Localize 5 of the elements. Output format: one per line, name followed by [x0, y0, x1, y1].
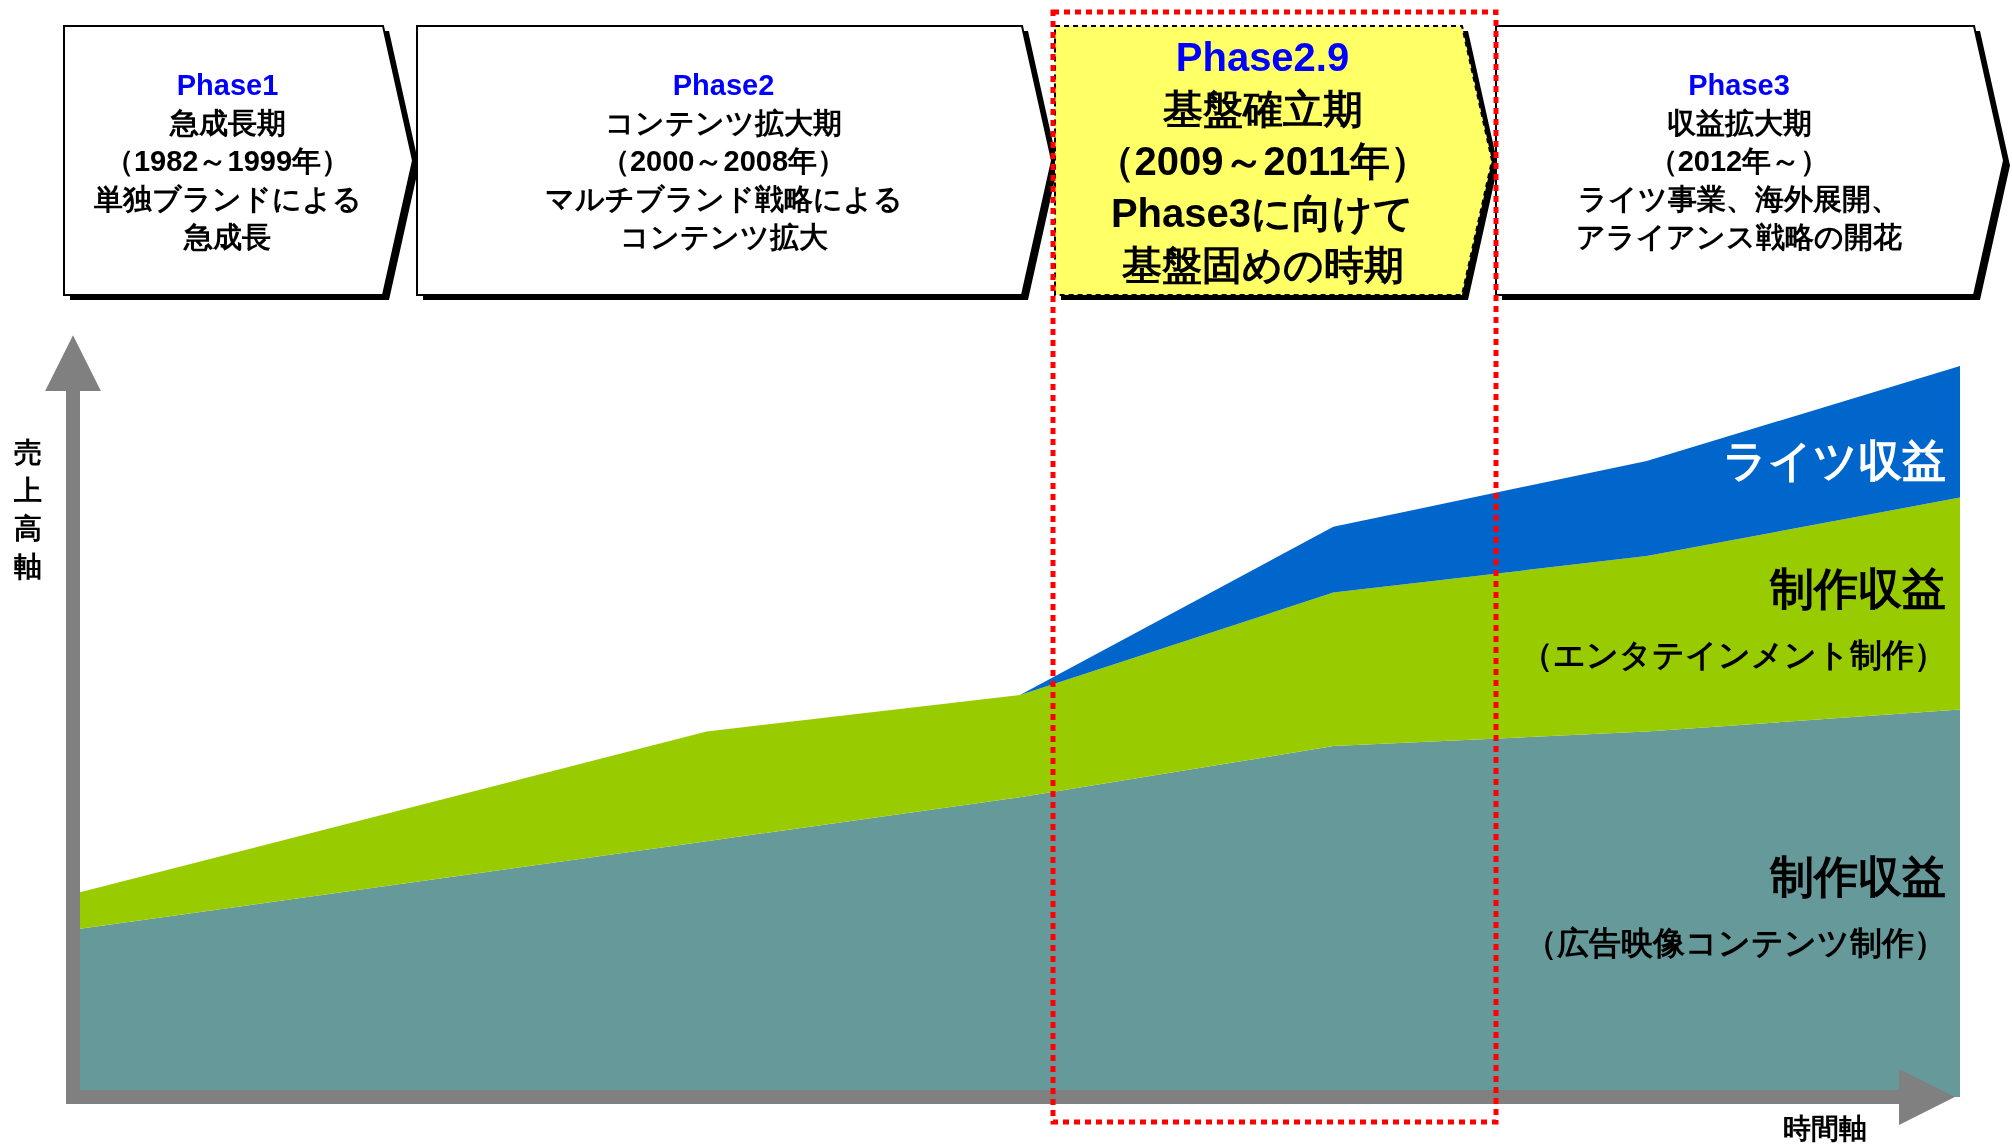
series-label: 制作収益（広告映像コンテンツ制作） — [1525, 851, 1946, 961]
series-label: 制作収益（エンタテインメント制作） — [1521, 563, 1946, 673]
x-axis-title: 時間軸 — [1783, 1113, 1867, 1144]
series-label: ライツ収益 — [1723, 436, 1946, 486]
y-axis-title: 売上高軸 — [13, 437, 42, 582]
